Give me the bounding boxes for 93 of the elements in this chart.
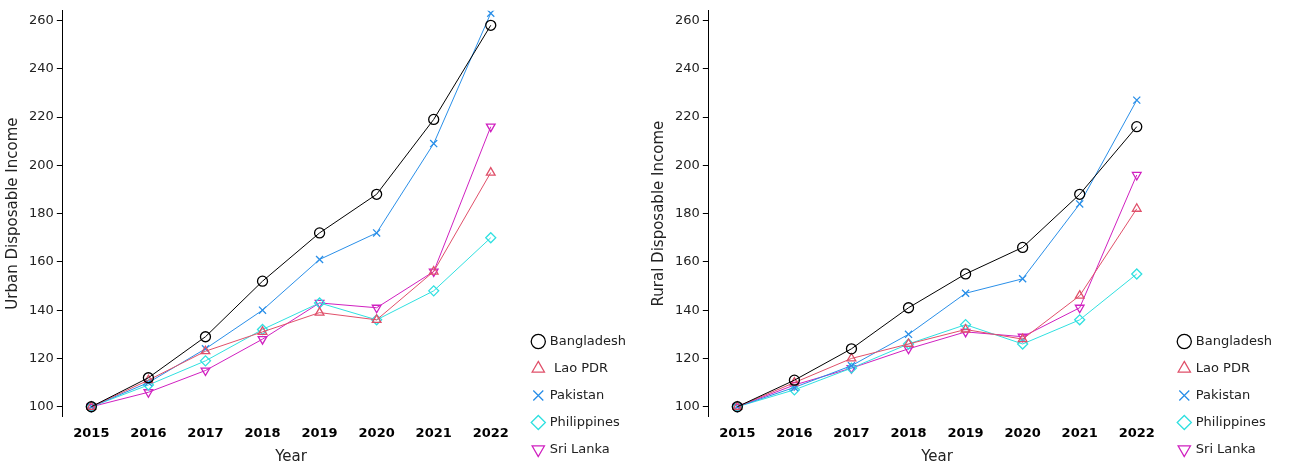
x-tick-label: 2016	[776, 424, 813, 440]
x-tick-label: 2020	[1004, 424, 1041, 440]
point	[314, 306, 325, 316]
point	[788, 384, 801, 396]
x-tick-label: 2017	[833, 424, 870, 440]
x-tick-label: 2021	[415, 424, 452, 440]
point	[959, 319, 972, 331]
point	[1074, 188, 1086, 200]
y-tick-label: 100	[28, 398, 54, 414]
y-tick-label: 260	[674, 11, 700, 27]
x-axis-title: Year	[274, 446, 308, 465]
x-tick-label: 2022	[472, 424, 509, 440]
y-tick-label: 220	[28, 108, 54, 124]
y-tick-label: 260	[28, 11, 54, 27]
point	[1016, 338, 1029, 350]
y-tick-label: 180	[674, 204, 700, 220]
point	[428, 113, 440, 126]
point	[199, 331, 212, 343]
point	[904, 330, 913, 339]
x-tick-label: 2019	[947, 424, 984, 440]
y-tick-label: 240	[28, 60, 54, 76]
legend-label: Sri Lanka	[549, 440, 610, 456]
point	[903, 345, 914, 355]
point	[1074, 304, 1085, 314]
point	[1075, 199, 1084, 209]
point	[143, 389, 154, 398]
x-tick-label: 2020	[358, 424, 395, 440]
y-tick-label: 140	[28, 301, 54, 317]
x-tick-label: 2018	[890, 424, 927, 440]
point	[199, 355, 212, 367]
point	[847, 361, 856, 370]
legend-label: Bangladesh	[549, 332, 626, 348]
y-tick-label: 160	[28, 253, 54, 269]
point	[846, 352, 857, 362]
point	[315, 255, 324, 264]
point	[256, 275, 269, 287]
y-tick-label: 120	[674, 349, 700, 365]
point	[1018, 274, 1027, 283]
legend-label: Lao PDR	[1195, 359, 1250, 375]
x-axis-title: Year	[920, 446, 954, 465]
point	[1016, 241, 1029, 254]
x-tick-label: 2021	[1061, 424, 1098, 440]
y-tick-label: 120	[28, 349, 54, 365]
point	[961, 289, 970, 298]
point	[258, 305, 267, 315]
point	[485, 232, 497, 244]
point	[372, 228, 381, 238]
point	[485, 19, 497, 31]
point	[485, 166, 496, 176]
y-tick-label: 200	[28, 156, 54, 172]
legend-label: Philippines	[549, 413, 621, 429]
y-axis-title: Urban Disposable Income	[2, 117, 21, 310]
point	[902, 302, 915, 314]
y-tick-label: 200	[674, 156, 700, 172]
legend-label: Pakistan	[549, 386, 605, 402]
point	[257, 335, 268, 345]
x-tick-label: 2019	[301, 424, 338, 440]
x-tick-label: 2018	[244, 424, 281, 440]
point	[313, 227, 326, 239]
point	[959, 268, 972, 280]
point	[960, 323, 971, 333]
point	[1131, 203, 1142, 212]
point	[370, 188, 383, 200]
point	[1074, 290, 1085, 299]
point	[1131, 268, 1143, 280]
point	[371, 304, 382, 314]
x-tick-label: 2015	[719, 424, 756, 440]
legend-label: Bangladesh	[1195, 332, 1272, 348]
y-axis-title: Rural Disposable Income	[648, 120, 667, 307]
x-tick-label: 2015	[73, 424, 110, 440]
y-tick-label: 240	[674, 60, 700, 76]
point	[429, 139, 438, 148]
legend-label: Sri Lanka	[1195, 440, 1256, 456]
point	[1131, 171, 1142, 181]
y-tick-label: 220	[674, 108, 700, 124]
y-tick-label: 180	[28, 204, 54, 220]
point	[845, 343, 858, 355]
legend-label: Pakistan	[1195, 386, 1251, 402]
point	[1132, 95, 1141, 105]
point	[1131, 121, 1143, 133]
y-tick-label: 160	[674, 253, 700, 269]
point	[200, 367, 211, 377]
legend-label: Philippines	[1195, 413, 1267, 429]
x-tick-label: 2017	[187, 424, 224, 440]
y-tick-label: 100	[674, 398, 700, 414]
y-tick-label: 140	[674, 301, 700, 317]
x-tick-label: 2016	[130, 424, 167, 440]
point	[485, 123, 496, 133]
legend-label: Lao PDR	[549, 359, 609, 375]
point	[428, 285, 440, 297]
point	[1074, 314, 1086, 326]
x-tick-label: 2022	[1118, 424, 1155, 440]
point	[142, 379, 155, 391]
